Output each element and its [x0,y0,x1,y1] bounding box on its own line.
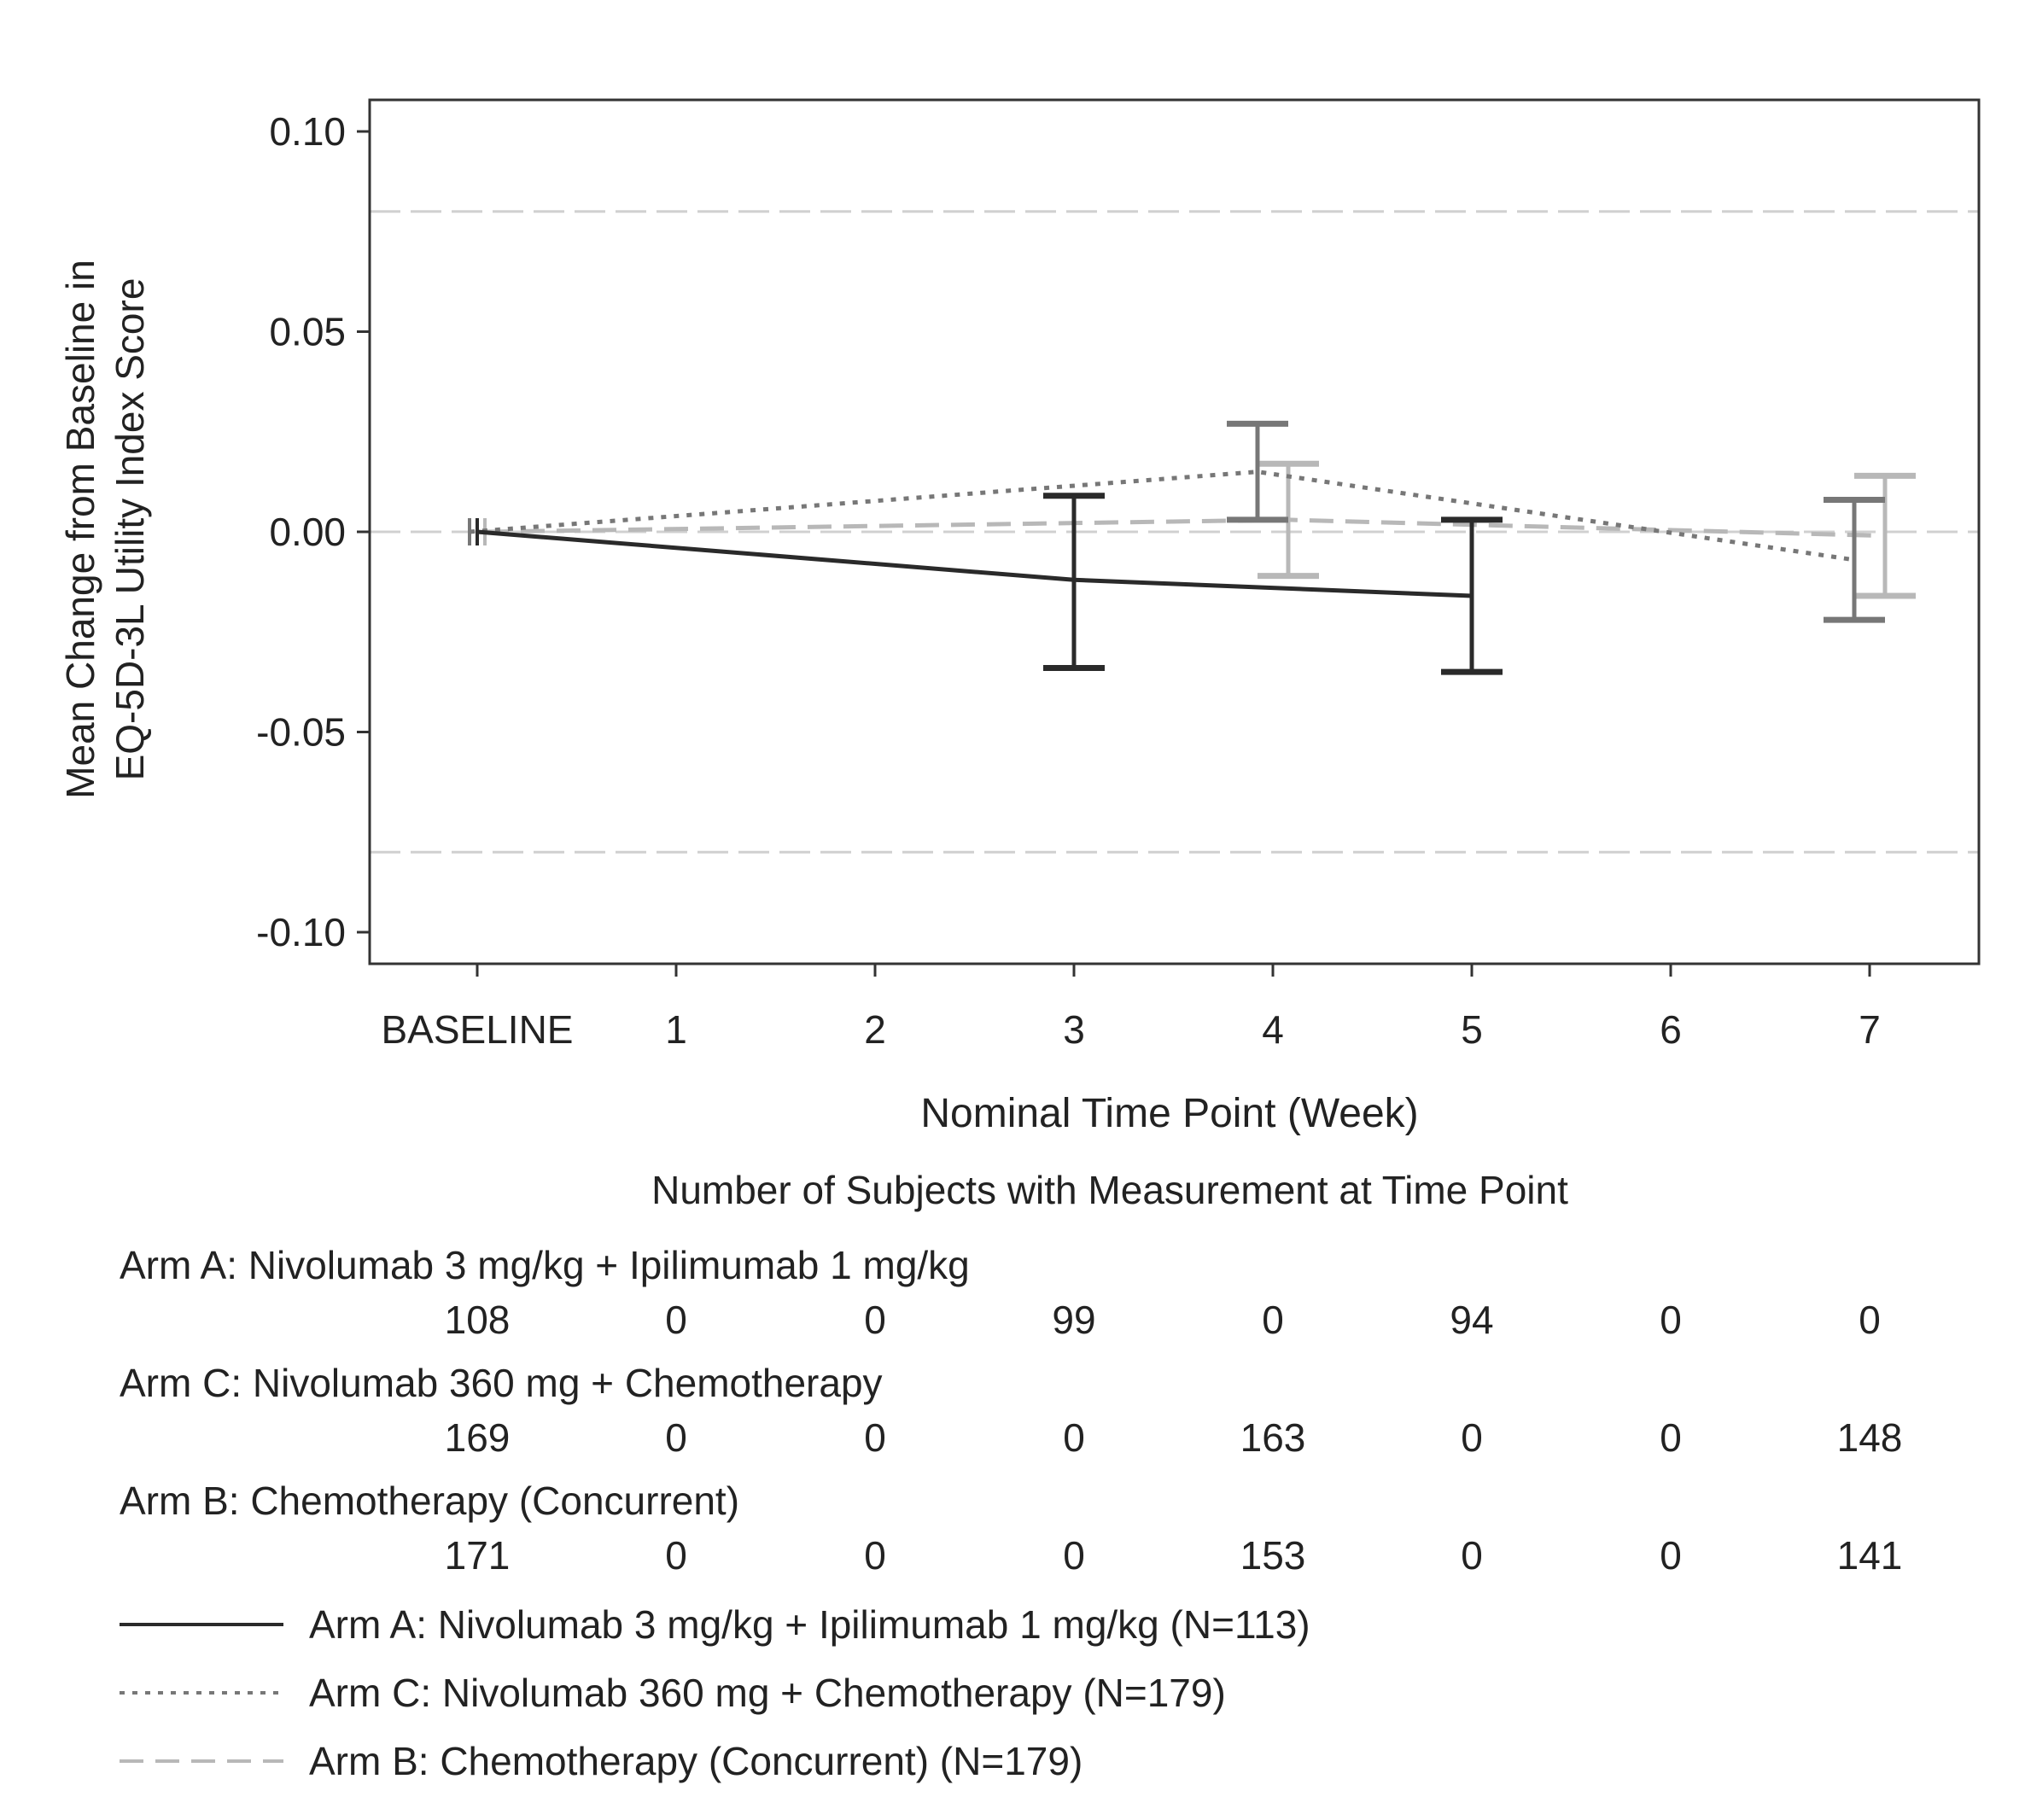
series-line [484,517,1886,539]
subjects-count: 0 [1461,1533,1483,1578]
x-tick-label: 1 [665,1007,687,1052]
legend-label: Arm A: Nivolumab 3 mg/kg + Ipilimumab 1 … [309,1602,1310,1647]
subjects-table-title: Number of Subjects with Measurement at T… [651,1168,1568,1212]
subjects-count: 0 [864,1298,886,1342]
subjects-count: 0 [1660,1415,1682,1460]
subjects-count: 0 [864,1533,886,1578]
x-axis: BASELINE 1 2 3 4 5 6 7 [382,964,1881,1052]
series-layer [468,420,1916,675]
y-tick-label: 0.10 [269,109,346,154]
subjects-count: 0 [1461,1415,1483,1460]
x-tick-label: 2 [864,1007,886,1052]
legend: Arm A: Nivolumab 3 mg/kg + Ipilimumab 1 … [120,1602,1310,1783]
legend-label: Arm B: Chemotherapy (Concurrent) (N=179) [309,1739,1083,1783]
x-tick-label: BASELINE [382,1007,574,1052]
subjects-count: 0 [1063,1533,1085,1578]
subjects-count: 99 [1052,1298,1095,1342]
subjects-count: 0 [1063,1415,1085,1460]
subjects-count: 148 [1837,1415,1903,1460]
subjects-count: 0 [1859,1298,1881,1342]
subjects-count: 153 [1240,1533,1306,1578]
subjects-row-label: Arm A: Nivolumab 3 mg/kg + Ipilimumab 1 … [120,1243,970,1287]
y-axis-label-line: EQ-5D-3L Utility Index Score [108,278,152,781]
subjects-row-label: Arm B: Chemotherapy (Concurrent) [120,1479,739,1523]
subjects-count: 0 [1660,1298,1682,1342]
subjects-row-label: Arm C: Nivolumab 360 mg + Chemotherapy [120,1361,883,1405]
subjects-count: 171 [445,1533,511,1578]
subjects-count: 94 [1450,1298,1493,1342]
subjects-count: 108 [445,1298,511,1342]
x-tick-label: 4 [1262,1007,1284,1052]
x-tick-label: 5 [1461,1007,1483,1052]
x-tick-label: 6 [1660,1007,1682,1052]
x-axis-label: Nominal Time Point (Week) [920,1091,1418,1136]
x-tick-label: 7 [1859,1007,1881,1052]
y-tick-label: -0.05 [256,710,346,755]
subjects-count: 141 [1837,1533,1903,1578]
y-axis-label-line: Mean Change from Baseline in [58,260,102,799]
legend-label: Arm C: Nivolumab 360 mg + Chemotherapy (… [309,1671,1226,1715]
subjects-count: 0 [665,1298,687,1342]
subjects-count: 0 [864,1415,886,1460]
subjects-count: 169 [445,1415,511,1460]
subjects-count: 0 [665,1533,687,1578]
x-tick-label: 3 [1063,1007,1085,1052]
subjects-table: Number of Subjects with Measurement at T… [120,1168,1902,1578]
y-tick-label: -0.10 [256,910,346,954]
y-axis: 0.10 0.05 0.00 -0.05 -0.10 [256,109,370,954]
y-axis-label: Mean Change from Baseline in EQ-5D-3L Uti… [58,260,152,799]
series-line [476,529,1473,598]
subjects-count: 0 [1660,1533,1682,1578]
subjects-count: 163 [1240,1415,1306,1460]
y-tick-label: 0.05 [269,310,346,354]
subjects-count: 0 [1262,1298,1284,1342]
subjects-count: 0 [665,1415,687,1460]
series-line [469,470,1855,563]
y-tick-label: 0.00 [269,510,346,554]
